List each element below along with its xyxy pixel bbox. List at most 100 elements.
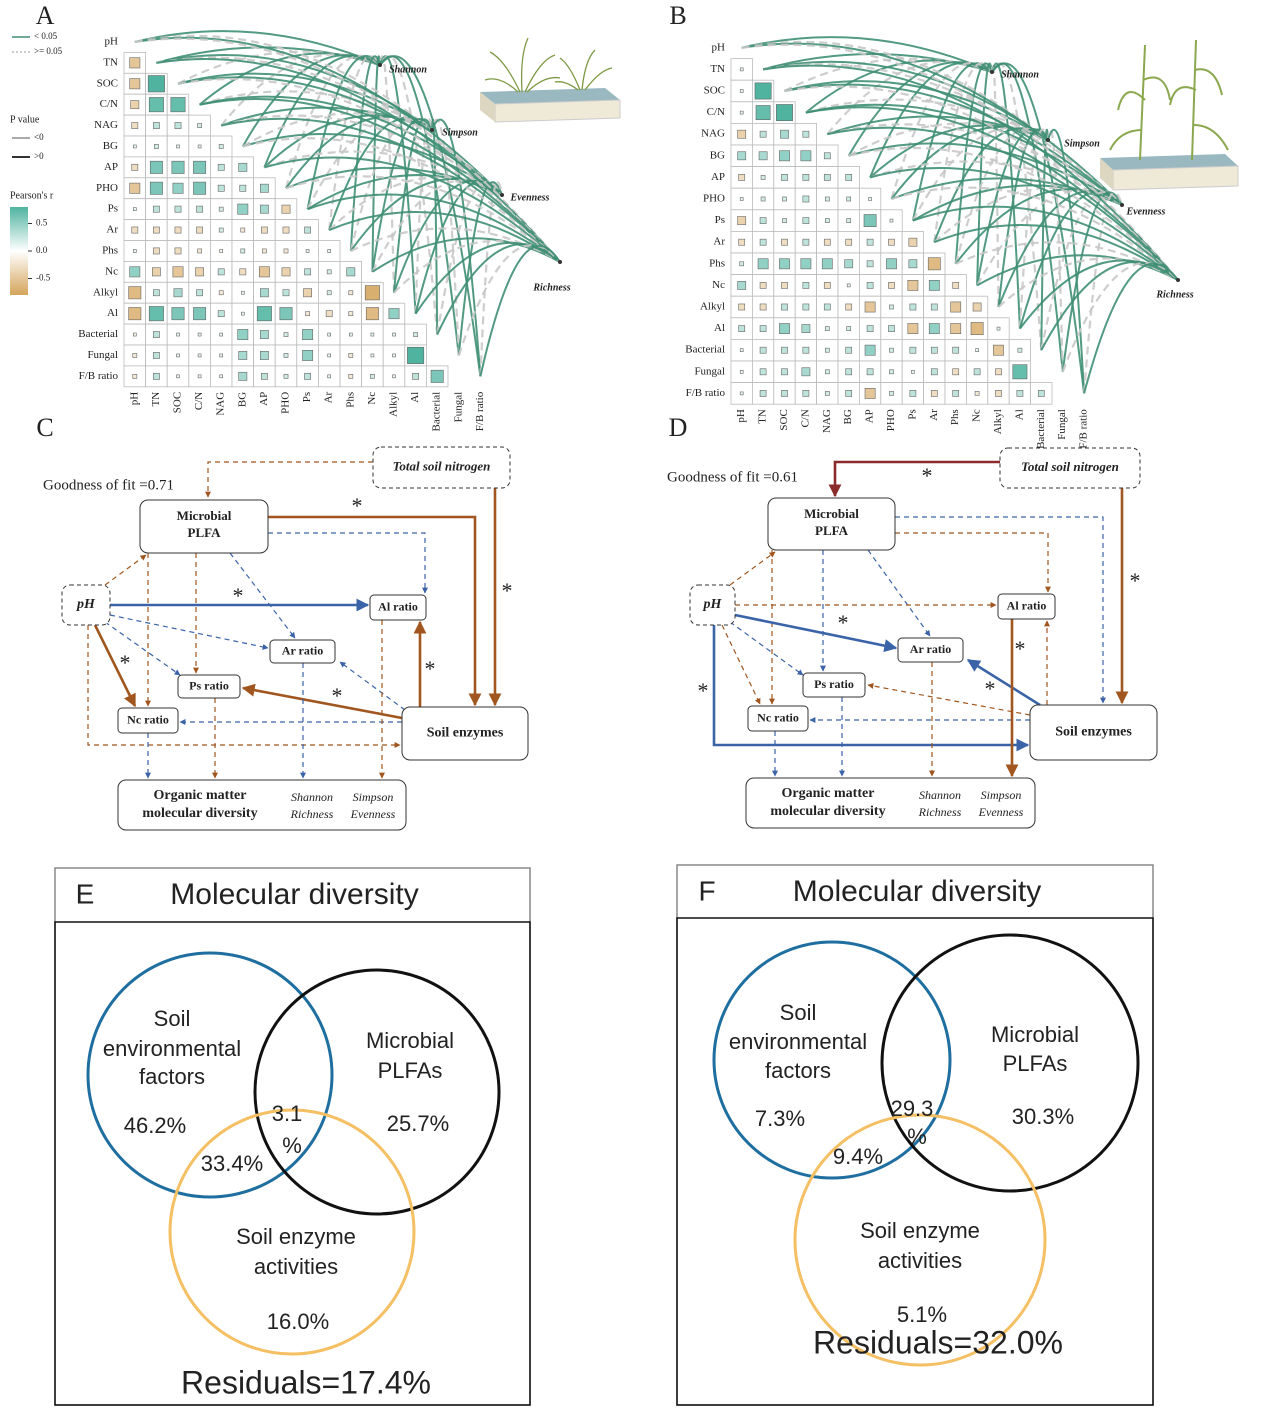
row-label: C/N bbox=[100, 98, 118, 110]
row-label: AP bbox=[711, 171, 725, 183]
cell bbox=[776, 104, 793, 122]
cell bbox=[972, 302, 982, 312]
cell bbox=[176, 332, 180, 337]
cell bbox=[759, 130, 767, 138]
cell bbox=[129, 266, 141, 278]
cell bbox=[131, 163, 139, 171]
legend-title: P value bbox=[10, 114, 40, 125]
significance-star: * bbox=[120, 650, 131, 675]
cell bbox=[237, 203, 249, 215]
cell bbox=[171, 307, 185, 321]
target-label: Evenness bbox=[1126, 206, 1166, 217]
path-arrow bbox=[104, 554, 147, 586]
venn-text: Residuals=17.4% bbox=[181, 1364, 431, 1400]
target-label: Evenness bbox=[510, 192, 550, 203]
cell bbox=[193, 181, 207, 195]
row-label: Bacterial bbox=[685, 344, 725, 356]
cell bbox=[154, 144, 159, 149]
panel-label: E bbox=[76, 878, 95, 909]
link-nonsignificant bbox=[220, 53, 381, 127]
venn-circle bbox=[253, 968, 501, 1216]
column-label: PHO bbox=[280, 392, 292, 414]
cell bbox=[238, 351, 248, 360]
row-label: PHO bbox=[703, 193, 725, 205]
link-significant bbox=[784, 80, 1049, 141]
significance-star: * bbox=[233, 583, 244, 608]
cell bbox=[197, 248, 202, 254]
link-nonsignificant bbox=[741, 43, 1179, 281]
cell bbox=[197, 374, 202, 379]
node-label: PLFA bbox=[188, 525, 222, 540]
row-label: F/B ratio bbox=[79, 370, 119, 382]
link-nonsignificant bbox=[990, 62, 1000, 308]
row-label: F/B ratio bbox=[686, 387, 726, 399]
cell bbox=[995, 390, 1002, 397]
row-label: SOC bbox=[97, 77, 118, 89]
path-arrow bbox=[966, 658, 1041, 707]
cell bbox=[174, 247, 182, 255]
path-arrow bbox=[729, 551, 776, 586]
cell bbox=[259, 204, 269, 214]
cell bbox=[259, 288, 269, 298]
target-label: Shannon bbox=[389, 64, 427, 75]
node-label: Al ratio bbox=[1007, 598, 1047, 612]
venn-text: 3.1 bbox=[272, 1101, 303, 1126]
cell bbox=[864, 388, 876, 399]
cell bbox=[739, 67, 744, 72]
cell bbox=[153, 289, 160, 297]
column-label: Fungal bbox=[452, 392, 464, 423]
cell bbox=[824, 326, 830, 331]
cell bbox=[219, 332, 223, 337]
cell bbox=[970, 322, 984, 335]
significance-star: * bbox=[1130, 568, 1141, 593]
column-label: Alkyl bbox=[388, 392, 400, 417]
significance-star: * bbox=[838, 610, 849, 635]
panel-label: D bbox=[669, 413, 688, 442]
cell bbox=[327, 249, 332, 253]
column-label: Alkyl bbox=[992, 409, 1004, 434]
cell bbox=[241, 290, 245, 295]
cell bbox=[153, 205, 160, 213]
significance-star: * bbox=[985, 676, 996, 701]
node-label: pH bbox=[703, 597, 723, 612]
column-label: Bacterial bbox=[431, 392, 443, 432]
cell bbox=[196, 289, 203, 297]
link-significant bbox=[762, 64, 1179, 281]
node-label: molecular diversity bbox=[142, 806, 257, 821]
link-nonsignificant bbox=[177, 77, 561, 263]
cell bbox=[1012, 364, 1028, 380]
cell bbox=[348, 373, 354, 379]
column-label: Phs bbox=[344, 392, 356, 408]
cell bbox=[392, 374, 396, 379]
cell bbox=[758, 151, 768, 161]
node-label: Nc ratio bbox=[757, 710, 799, 724]
cell bbox=[174, 122, 182, 129]
cell bbox=[782, 218, 787, 223]
cell bbox=[346, 267, 356, 277]
path-arrow bbox=[895, 532, 1051, 593]
venn-text: factors bbox=[765, 1058, 831, 1083]
cell bbox=[304, 226, 311, 234]
cell bbox=[193, 160, 207, 174]
cell bbox=[866, 325, 874, 332]
cell bbox=[759, 282, 767, 289]
link-significant bbox=[805, 106, 1179, 281]
cell bbox=[282, 226, 290, 234]
cell bbox=[802, 238, 810, 246]
venn-title: Molecular diversity bbox=[170, 878, 418, 911]
cell bbox=[800, 150, 812, 162]
link-significant bbox=[134, 30, 381, 66]
cell bbox=[1017, 347, 1023, 353]
link-significant bbox=[199, 98, 561, 263]
row-label: SOC bbox=[704, 85, 725, 97]
cell bbox=[261, 226, 268, 234]
cell bbox=[129, 182, 141, 194]
panel-label: B bbox=[669, 1, 686, 30]
node-label: Evenness bbox=[978, 805, 1024, 819]
path-arrow bbox=[104, 621, 181, 676]
cell bbox=[407, 346, 425, 364]
node-box bbox=[139, 499, 269, 554]
link-significant bbox=[1018, 190, 1123, 329]
cell bbox=[259, 183, 269, 193]
